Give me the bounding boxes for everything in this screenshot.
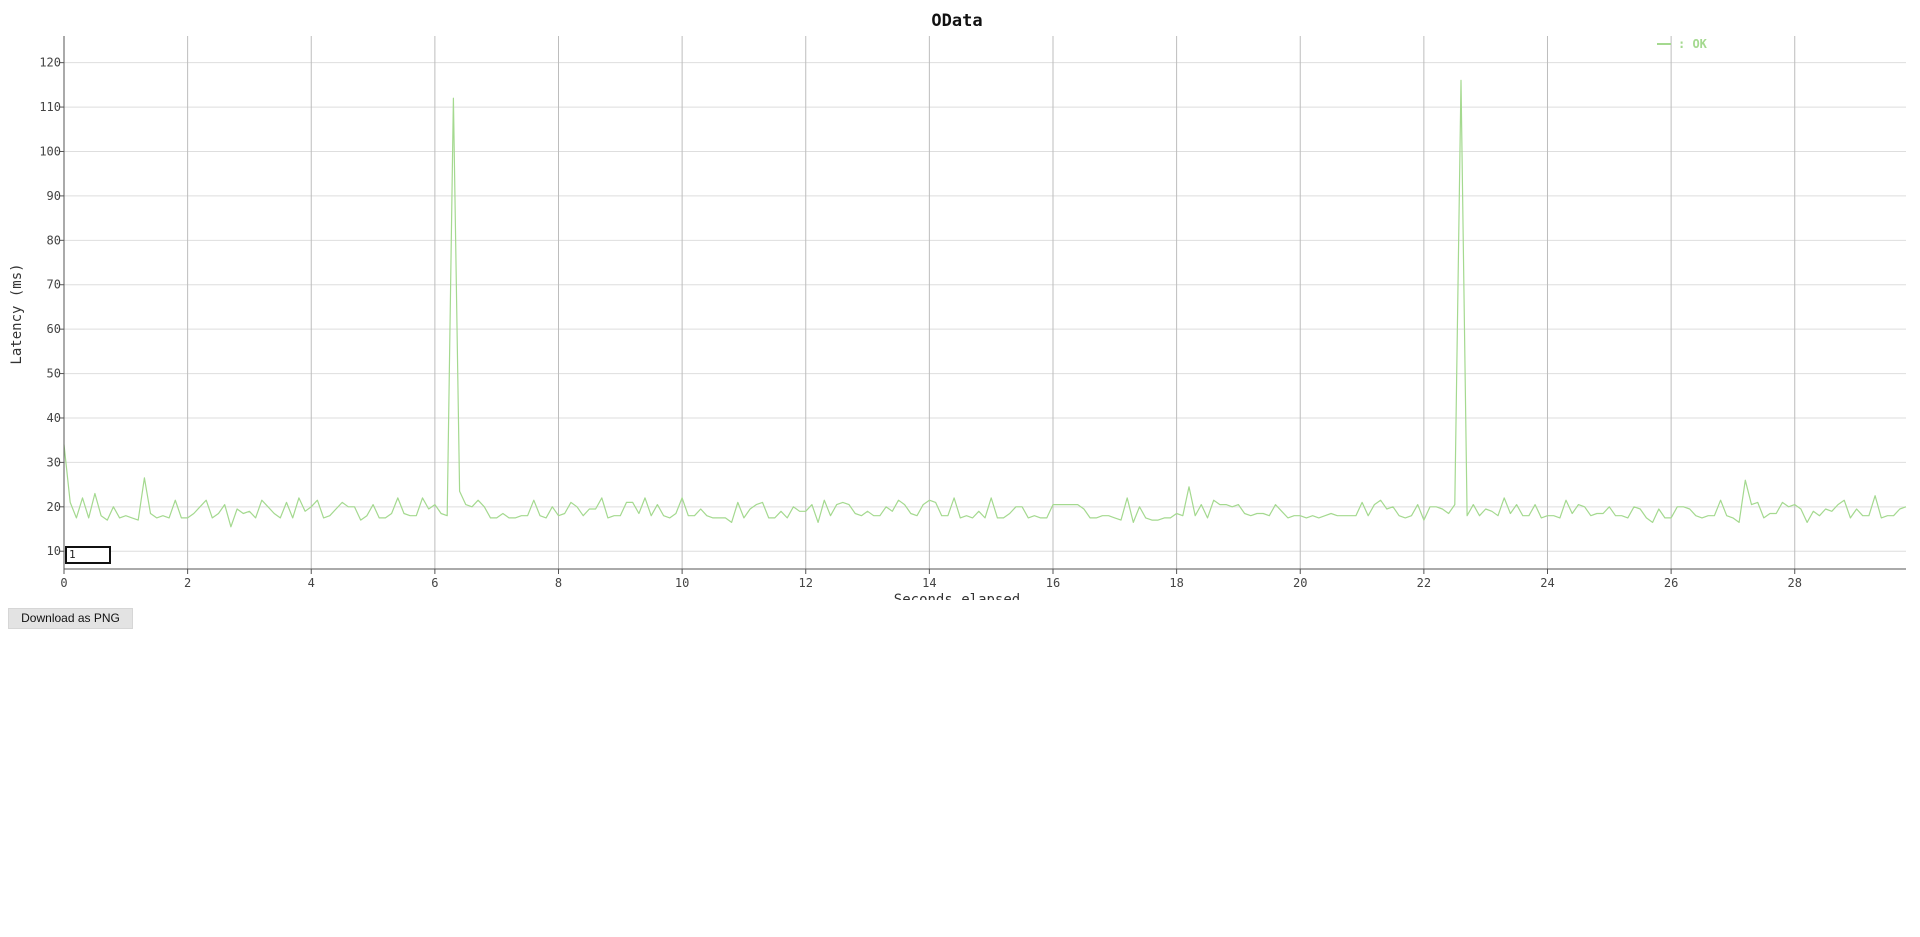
x-tick-label: 6 bbox=[431, 576, 438, 590]
y-tick-label: 120 bbox=[39, 56, 61, 70]
x-tick-label: 28 bbox=[1788, 576, 1802, 590]
x-tick-label: 22 bbox=[1417, 576, 1431, 590]
y-tick-label: 60 bbox=[47, 322, 61, 336]
brush-selection-box[interactable]: 1 bbox=[65, 546, 111, 564]
y-tick-label: 110 bbox=[39, 100, 61, 114]
grid bbox=[64, 36, 1906, 569]
y-tick-label: 40 bbox=[47, 411, 61, 425]
x-tick-label: 20 bbox=[1293, 576, 1307, 590]
x-tick-label: 16 bbox=[1046, 576, 1060, 590]
axes bbox=[59, 36, 1906, 574]
x-tick-label: 26 bbox=[1664, 576, 1678, 590]
x-tick-label: 24 bbox=[1540, 576, 1554, 590]
x-tick-label: 18 bbox=[1169, 576, 1183, 590]
x-axis-label: Seconds elapsed bbox=[894, 592, 1020, 600]
y-tick-label: 70 bbox=[47, 278, 61, 292]
y-tick-label: 30 bbox=[47, 455, 61, 469]
y-axis-label: Latency (ms) bbox=[9, 263, 25, 364]
x-tick-label: 2 bbox=[184, 576, 191, 590]
x-tick-label: 0 bbox=[60, 576, 67, 590]
x-tick-label: 10 bbox=[675, 576, 689, 590]
chart-title: OData bbox=[931, 11, 982, 31]
y-tick-label: 80 bbox=[47, 233, 61, 247]
y-tick-label: 50 bbox=[47, 367, 61, 381]
x-tick-label: 12 bbox=[799, 576, 813, 590]
x-tick-label: 8 bbox=[555, 576, 562, 590]
y-tick-label: 90 bbox=[47, 189, 61, 203]
y-tick-label: 10 bbox=[47, 544, 61, 558]
legend: : OK bbox=[1657, 37, 1708, 51]
x-tick-label: 14 bbox=[922, 576, 936, 590]
legend-label-ok: : OK bbox=[1678, 37, 1708, 51]
download-png-button[interactable]: Download as PNG bbox=[8, 608, 133, 629]
series-layer bbox=[63, 79, 1907, 528]
y-tick-label: 100 bbox=[39, 144, 61, 158]
y-tick-label: 20 bbox=[47, 500, 61, 514]
series-line-ok bbox=[63, 79, 1907, 528]
x-tick-label: 4 bbox=[308, 576, 315, 590]
